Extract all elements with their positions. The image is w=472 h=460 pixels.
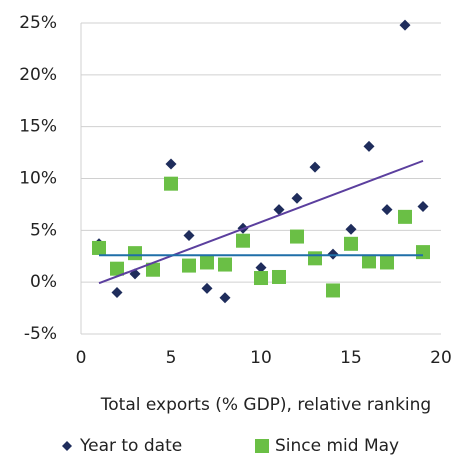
point [272,269,286,284]
point [327,248,339,260]
legend-marker [62,441,72,451]
point [92,240,106,255]
point [273,204,285,216]
point [183,230,195,242]
point [399,19,411,31]
point [182,258,196,273]
y-tick-label: 5% [30,220,57,240]
point [398,209,412,224]
point [380,255,394,270]
point [146,262,160,277]
point [309,161,321,173]
point [128,246,142,261]
point [111,287,123,299]
legend-marker [255,439,269,453]
x-tick-label: 10 [250,348,272,368]
y-tick-label: 15% [19,117,57,137]
x-axis-title: Total exports (% GDP), relative ranking [100,395,431,415]
point [362,254,376,269]
x-tick-label: 15 [340,348,362,368]
point [201,282,213,294]
point [308,251,322,266]
point [236,233,250,248]
point [218,257,232,272]
y-tick-label: 10% [19,169,57,189]
point [345,223,357,235]
legend-label: Since mid May [275,436,399,456]
point [200,255,214,270]
point [110,261,124,276]
point [381,204,393,216]
y-tick-label: 20% [19,65,57,85]
point [165,158,177,170]
point [219,292,231,304]
point [255,262,267,274]
trendline [98,159,424,285]
legend-label: Year to date [79,436,182,456]
point [417,200,429,212]
x-tick-label: 20 [430,348,452,368]
point [164,176,178,191]
y-tick-label: 25% [19,13,57,33]
point [291,192,303,204]
point [290,229,304,244]
y-tick-label: -5% [24,324,57,344]
y-tick-label: 0% [30,272,57,292]
point [326,283,340,298]
point [363,140,375,152]
x-tick-label: 0 [76,348,87,368]
point [416,245,430,260]
point [344,236,358,251]
x-tick-label: 5 [166,348,177,368]
point [254,271,268,286]
